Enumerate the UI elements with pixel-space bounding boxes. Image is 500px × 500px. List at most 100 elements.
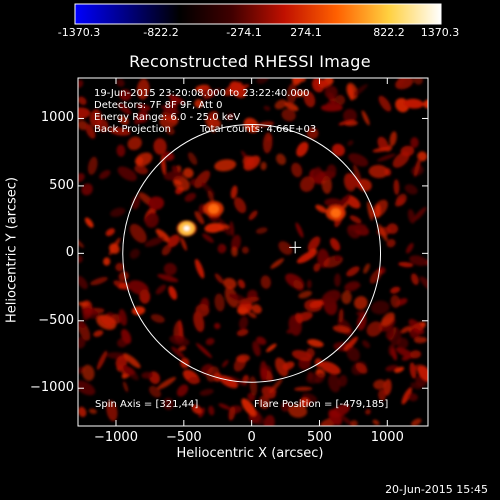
heatmap-blob bbox=[366, 321, 383, 337]
heatmap-blob bbox=[155, 284, 167, 295]
heatmap-blob bbox=[256, 78, 269, 84]
heatmap-blob bbox=[231, 246, 238, 257]
heatmap-blob bbox=[407, 393, 418, 402]
heatmap-blob bbox=[78, 380, 96, 396]
heatmap-blob bbox=[354, 296, 368, 310]
x-tick-label: 1000 bbox=[370, 430, 404, 445]
heatmap-blob bbox=[344, 283, 362, 289]
heatmap-blob bbox=[148, 196, 165, 210]
heatmap-blob bbox=[214, 273, 224, 284]
y-tick-label: 500 bbox=[49, 177, 74, 193]
heatmap-blob bbox=[162, 151, 175, 161]
heatmap-blob bbox=[190, 178, 200, 187]
heatmap-blob bbox=[282, 361, 295, 371]
heatmap-blob bbox=[180, 237, 188, 251]
heatmap-blob bbox=[157, 377, 177, 390]
heatmap-blob bbox=[390, 347, 398, 361]
heatmap-blob bbox=[157, 274, 179, 283]
heatmap-blob bbox=[348, 223, 367, 231]
heatmap-blob bbox=[413, 78, 423, 85]
annotation-flare-position: Flare Position = [-479,185] bbox=[254, 399, 389, 410]
heatmap-blob bbox=[176, 384, 189, 397]
heatmap-blob bbox=[205, 338, 215, 346]
heatmap-blob bbox=[187, 152, 198, 165]
heatmap-blob bbox=[343, 108, 357, 123]
heatmap-blob bbox=[198, 407, 205, 418]
heatmap-blob bbox=[123, 353, 141, 369]
heatmap-blob bbox=[307, 371, 314, 381]
heatmap-blob bbox=[339, 414, 355, 426]
heatmap-blob bbox=[332, 325, 351, 334]
heatmap-blob bbox=[237, 279, 246, 289]
heatmap-blob bbox=[206, 366, 220, 382]
heatmap-blob bbox=[218, 403, 231, 410]
heatmap-blob bbox=[275, 153, 287, 165]
heatmap-blob bbox=[214, 293, 225, 312]
heatmap-blob bbox=[296, 250, 317, 264]
heatmap-blob bbox=[150, 314, 165, 323]
heatmap-blob bbox=[93, 330, 104, 337]
heatmap-blob bbox=[99, 170, 111, 180]
heatmap-blob bbox=[395, 298, 408, 306]
heatmap-blob bbox=[306, 127, 319, 139]
heatmap-blob bbox=[118, 271, 129, 282]
heatmap-blob bbox=[89, 109, 102, 128]
heatmap-blob bbox=[141, 371, 153, 379]
heatmap-blob bbox=[223, 277, 237, 290]
heatmap-blob bbox=[259, 360, 268, 382]
heatmap-blob bbox=[85, 124, 96, 139]
heatmap-blob bbox=[137, 109, 149, 123]
heatmap-blob bbox=[116, 78, 125, 87]
heatmap-blob bbox=[204, 222, 224, 233]
heatmap-blob bbox=[82, 304, 93, 321]
heatmap-blob bbox=[321, 289, 341, 305]
heatmap-blob bbox=[128, 280, 149, 295]
heatmap-blob bbox=[247, 392, 256, 402]
heatmap-blob bbox=[218, 375, 238, 389]
heatmap-blob bbox=[194, 99, 203, 108]
heatmap-blob bbox=[411, 273, 419, 285]
heatmap-blob bbox=[291, 78, 306, 83]
heatmap-blob bbox=[412, 207, 427, 222]
heatmap-blob bbox=[163, 170, 184, 181]
heatmap-blob bbox=[381, 312, 395, 327]
heatmap-blob bbox=[355, 362, 368, 374]
colorbar-tick-label: 274.1 bbox=[290, 26, 322, 39]
heatmap-blob bbox=[403, 98, 424, 109]
y-tick-label: −1000 bbox=[30, 380, 74, 396]
heatmap-blob bbox=[296, 141, 309, 157]
heatmap-blob bbox=[414, 336, 427, 344]
heatmap-blob bbox=[377, 224, 388, 242]
heatmap-blob bbox=[389, 131, 397, 147]
heatmap-blob bbox=[109, 243, 120, 254]
heatmap-blob bbox=[96, 350, 108, 370]
heatmap-blob bbox=[117, 166, 137, 182]
colorbar-tick-label: 822.2 bbox=[373, 26, 405, 39]
heatmap-blob bbox=[127, 136, 142, 151]
heatmap-blob bbox=[341, 290, 352, 305]
heatmap-blob bbox=[377, 153, 396, 162]
heatmap-blob bbox=[334, 254, 341, 262]
heatmap-blob bbox=[291, 162, 303, 178]
heatmap-blob bbox=[203, 88, 222, 100]
heatmap-blob bbox=[118, 282, 128, 290]
heatmap-blob bbox=[199, 388, 214, 396]
heatmap-blob bbox=[328, 373, 341, 393]
heatmap-blob bbox=[343, 336, 358, 352]
heatmap-blob bbox=[281, 108, 296, 122]
heatmap-blob bbox=[286, 327, 298, 334]
heatmap-blob bbox=[122, 364, 139, 381]
heatmap-blob bbox=[409, 350, 422, 359]
heatmap-blob bbox=[78, 238, 85, 248]
heatmap-blob bbox=[303, 91, 316, 108]
heatmap-blob bbox=[188, 377, 201, 385]
y-axis-label: Heliocentric Y (arcsec) bbox=[4, 177, 20, 323]
heatmap-blob bbox=[267, 386, 277, 394]
heatmap-blob bbox=[397, 78, 406, 87]
heatmap-blob bbox=[344, 173, 358, 190]
heatmap-blob bbox=[406, 242, 414, 254]
heatmap-blob bbox=[365, 409, 371, 415]
heatmap-blob bbox=[238, 316, 249, 330]
heatmap-blob bbox=[214, 159, 237, 172]
